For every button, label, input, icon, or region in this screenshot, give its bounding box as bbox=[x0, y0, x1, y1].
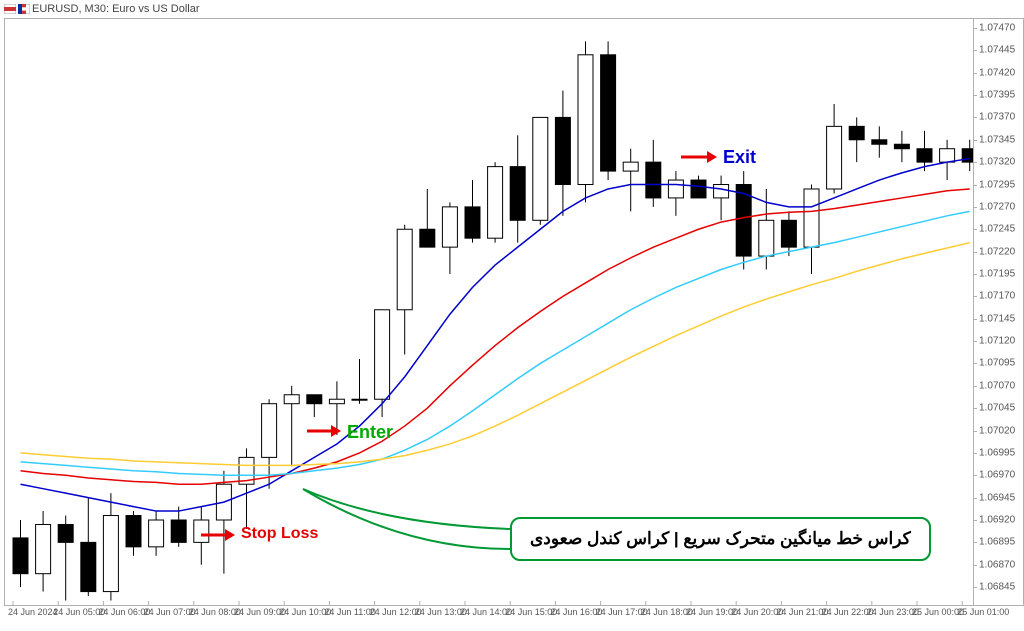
y-tick-label: 1.07045 bbox=[979, 403, 1015, 414]
y-tick bbox=[973, 565, 977, 566]
x-tick-label: 25 Jun 01:00 bbox=[957, 607, 1009, 617]
y-axis: 1.06845 1.06870 1.06895 1.06920 1.06945 1.069… bbox=[973, 18, 1024, 606]
y-tick bbox=[973, 185, 977, 186]
y-tick-label: 1.07245 bbox=[979, 224, 1015, 235]
y-tick bbox=[973, 453, 977, 454]
y-tick-label: 1.07445 bbox=[979, 45, 1015, 56]
y-tick-label: 1.07320 bbox=[979, 157, 1015, 168]
y-tick-label: 1.07095 bbox=[979, 358, 1015, 369]
y-tick-label: 1.07270 bbox=[979, 201, 1015, 212]
y-tick-label: 1.06895 bbox=[979, 537, 1015, 548]
y-tick-label: 1.06920 bbox=[979, 515, 1015, 526]
flag-icon-2 bbox=[18, 4, 30, 14]
flag-icon-1 bbox=[4, 4, 16, 14]
y-tick bbox=[973, 274, 977, 275]
y-tick bbox=[973, 229, 977, 230]
title-bar: EURUSD, M30: Euro vs US Dollar bbox=[0, 0, 1024, 18]
y-tick-label: 1.07345 bbox=[979, 134, 1015, 145]
y-tick-label: 1.06995 bbox=[979, 447, 1015, 458]
y-tick-label: 1.07195 bbox=[979, 268, 1015, 279]
callout-box: کراس خط میانگین متحرک سریع | کراس کندل ص… bbox=[510, 517, 931, 561]
y-tick-label: 1.07295 bbox=[979, 179, 1015, 190]
y-tick bbox=[973, 319, 977, 320]
y-tick-label: 1.07395 bbox=[979, 90, 1015, 101]
y-tick-label: 1.07220 bbox=[979, 246, 1015, 257]
y-tick bbox=[973, 252, 977, 253]
y-tick bbox=[973, 50, 977, 51]
y-tick-label: 1.07170 bbox=[979, 291, 1015, 302]
stoploss-label: Stop Loss bbox=[241, 525, 318, 543]
enter-label: Enter bbox=[347, 422, 393, 443]
y-tick bbox=[973, 363, 977, 364]
y-tick-label: 1.07420 bbox=[979, 67, 1015, 78]
y-tick bbox=[973, 140, 977, 141]
y-tick bbox=[973, 296, 977, 297]
y-tick bbox=[973, 207, 977, 208]
y-tick-label: 1.07070 bbox=[979, 380, 1015, 391]
y-tick-label: 1.06945 bbox=[979, 492, 1015, 503]
y-tick-label: 1.07370 bbox=[979, 112, 1015, 123]
y-tick bbox=[973, 28, 977, 29]
y-tick bbox=[973, 408, 977, 409]
y-tick-label: 1.07020 bbox=[979, 425, 1015, 436]
y-tick bbox=[973, 386, 977, 387]
y-tick-label: 1.07470 bbox=[979, 22, 1015, 33]
y-tick bbox=[973, 95, 977, 96]
y-tick-label: 1.06970 bbox=[979, 470, 1015, 481]
chart-title: EURUSD, M30: Euro vs US Dollar bbox=[32, 3, 200, 15]
y-tick bbox=[973, 498, 977, 499]
y-tick bbox=[973, 475, 977, 476]
y-tick bbox=[973, 117, 977, 118]
y-tick-label: 1.06845 bbox=[979, 582, 1015, 593]
y-tick bbox=[973, 162, 977, 163]
y-tick bbox=[973, 341, 977, 342]
x-axis: 24 Jun 202424 Jun 05:0024 Jun 06:0024 Ju… bbox=[4, 605, 972, 627]
chart-plot-area[interactable]: Enter Exit Stop Loss کراس خط میانگین متح… bbox=[4, 18, 974, 606]
exit-label: Exit bbox=[723, 147, 756, 168]
y-tick bbox=[973, 73, 977, 74]
y-tick-label: 1.06870 bbox=[979, 559, 1015, 570]
y-tick bbox=[973, 431, 977, 432]
y-tick bbox=[973, 542, 977, 543]
chart-window: EURUSD, M30: Euro vs US Dollar Enter Exi… bbox=[0, 0, 1024, 631]
y-tick bbox=[973, 587, 977, 588]
x-tick-label: 24 Jun 2024 bbox=[8, 607, 58, 617]
y-tick-label: 1.07120 bbox=[979, 336, 1015, 347]
y-tick-label: 1.07145 bbox=[979, 313, 1015, 324]
y-tick bbox=[973, 520, 977, 521]
x-tick-label: 24 Jun 11:00 bbox=[324, 607, 375, 617]
